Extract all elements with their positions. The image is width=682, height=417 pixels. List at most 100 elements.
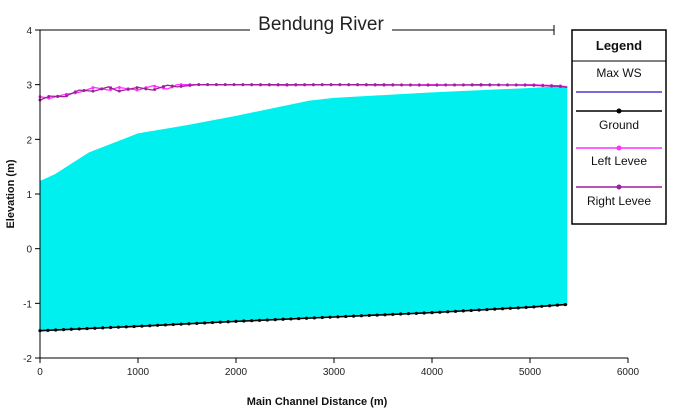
legend-title: Legend xyxy=(596,38,642,53)
x-tick-label: 4000 xyxy=(421,367,444,378)
right-levee-point xyxy=(241,83,245,87)
right-levee-point xyxy=(311,83,315,87)
right-levee-point xyxy=(505,83,509,87)
right-levee-point xyxy=(303,83,307,87)
ground-point xyxy=(555,303,560,307)
right-levee-point xyxy=(232,83,236,87)
right-levee-point xyxy=(144,87,148,91)
ground-point xyxy=(320,315,324,320)
max-ws-line xyxy=(39,85,568,182)
legend-marker-left-levee xyxy=(616,145,622,151)
ground-point xyxy=(540,304,544,308)
legend-label: Right Levee xyxy=(587,194,651,208)
left-levee-point xyxy=(91,86,95,90)
axes: 0 1000 2000 3000 4000 5000 6000 -2 -1 0 1 2 3 4 xyxy=(23,26,639,378)
right-levee-point xyxy=(223,83,227,87)
ground-point xyxy=(352,314,356,318)
ground-point xyxy=(187,322,191,326)
right-levee-point xyxy=(82,88,86,92)
ground-point xyxy=(69,327,73,331)
ground-line xyxy=(39,303,568,332)
right-levee-point xyxy=(364,83,368,87)
legend-box xyxy=(571,29,667,225)
right-levee-point xyxy=(488,83,492,87)
right-levee-point xyxy=(497,83,501,87)
ground-point xyxy=(171,322,175,327)
x-tick-label: 3000 xyxy=(323,367,346,378)
right-levee-point xyxy=(259,83,262,87)
ground-point xyxy=(446,310,450,314)
ground-point xyxy=(93,326,97,330)
ground-point xyxy=(289,317,293,321)
right-levee-point xyxy=(435,83,439,87)
right-levee-point xyxy=(541,84,545,88)
ground-point xyxy=(469,308,473,313)
ground-point xyxy=(124,325,128,329)
right-levee-point xyxy=(267,83,271,87)
y-tick-label: 0 xyxy=(26,245,32,256)
ground-point xyxy=(359,314,364,318)
ground-point xyxy=(226,320,230,324)
ground-point xyxy=(116,325,120,329)
ground-point xyxy=(203,321,207,325)
right-levee-point xyxy=(214,83,218,87)
ground-point xyxy=(108,325,113,330)
right-levee-point xyxy=(197,83,201,87)
x-tick-label: 2000 xyxy=(225,367,248,378)
right-levee-point xyxy=(250,83,254,87)
ground-point xyxy=(257,318,262,322)
ground-point xyxy=(242,319,246,323)
ground-point xyxy=(485,307,489,312)
x-tick-label: 0 xyxy=(37,367,43,378)
ground-point xyxy=(101,326,105,330)
ground-point xyxy=(500,307,505,311)
ground-point xyxy=(383,313,387,317)
legend-label: Ground xyxy=(599,118,639,132)
right-levee-point xyxy=(135,86,139,90)
ground-point xyxy=(516,306,520,310)
ground-point xyxy=(179,322,183,326)
right-levee-point xyxy=(329,83,333,87)
ground-point xyxy=(336,315,340,319)
right-levee-point xyxy=(73,90,77,94)
right-levee-point xyxy=(188,83,192,87)
right-levee-point xyxy=(153,87,157,91)
right-levee-point xyxy=(382,83,386,87)
y-tick-label: 4 xyxy=(26,26,32,37)
right-levee-point xyxy=(444,83,448,87)
y-tick-label: 3 xyxy=(26,81,32,92)
ground-point xyxy=(195,321,199,325)
right-levee-point xyxy=(391,83,395,87)
legend-label: Max WS xyxy=(596,66,641,80)
ground-point xyxy=(273,318,277,322)
legend-items: Max WS Ground Left Levee Right Levee xyxy=(576,66,662,208)
ground-point xyxy=(148,324,152,328)
right-levee-point xyxy=(109,86,113,90)
ground-point xyxy=(414,311,418,315)
ground-point xyxy=(508,306,512,310)
left-levee-point xyxy=(135,88,139,92)
right-levee-point xyxy=(320,83,324,87)
right-levee-point xyxy=(400,83,404,87)
y-axis-label: Elevation (m) xyxy=(5,159,17,228)
ground-point xyxy=(461,309,465,313)
legend-marker-right-levee xyxy=(616,184,622,190)
right-levee-point xyxy=(179,84,183,88)
y-tick-label: -2 xyxy=(23,354,32,365)
right-levee-point xyxy=(408,83,412,87)
right-levee-point xyxy=(91,89,95,93)
right-levee-point xyxy=(276,83,280,87)
right-levee-point xyxy=(170,84,174,88)
right-levee-point xyxy=(532,83,536,87)
legend-marker-ground xyxy=(616,108,622,114)
ground-point xyxy=(391,312,395,316)
ground-point xyxy=(297,316,301,321)
ground-point xyxy=(85,326,89,331)
right-levee-point xyxy=(100,87,104,91)
ground-point xyxy=(328,315,332,319)
ground-point xyxy=(367,313,371,318)
ground-point xyxy=(477,308,481,312)
x-tick-label: 6000 xyxy=(617,367,640,378)
